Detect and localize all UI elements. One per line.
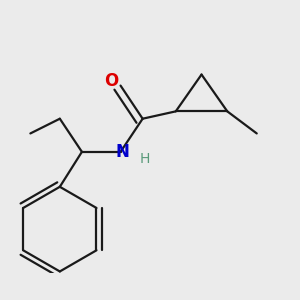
Text: N: N [116,143,129,161]
Text: O: O [104,72,118,90]
Text: H: H [139,152,150,166]
